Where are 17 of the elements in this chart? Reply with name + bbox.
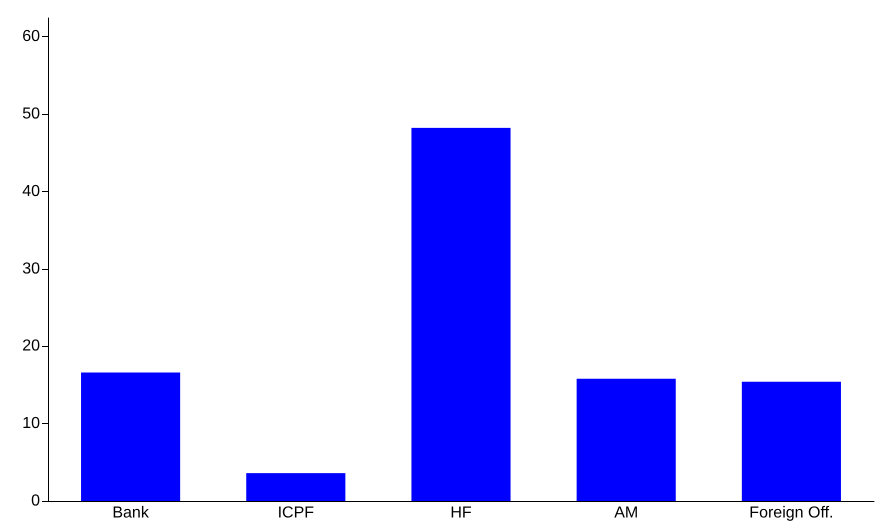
y-tick-label: 30 [22, 260, 40, 278]
bar [411, 128, 511, 501]
x-tick-label: Foreign Off. [749, 504, 834, 522]
y-tick-label: 40 [22, 182, 40, 200]
bar [81, 372, 180, 501]
y-tick-label: 10 [22, 415, 40, 432]
y-tick-label: 0 [31, 492, 40, 510]
bar [576, 378, 676, 501]
x-tick-label: HF [450, 504, 472, 522]
x-tick-label: AM [614, 504, 638, 522]
x-tick-label: Bank [112, 504, 150, 522]
y-tick-label: 50 [22, 105, 40, 122]
x-tick-label: ICPF [278, 504, 314, 522]
y-tick-label: 20 [22, 338, 40, 355]
bar [246, 473, 346, 501]
bar [742, 382, 841, 501]
y-tick-label: 60 [22, 28, 40, 46]
